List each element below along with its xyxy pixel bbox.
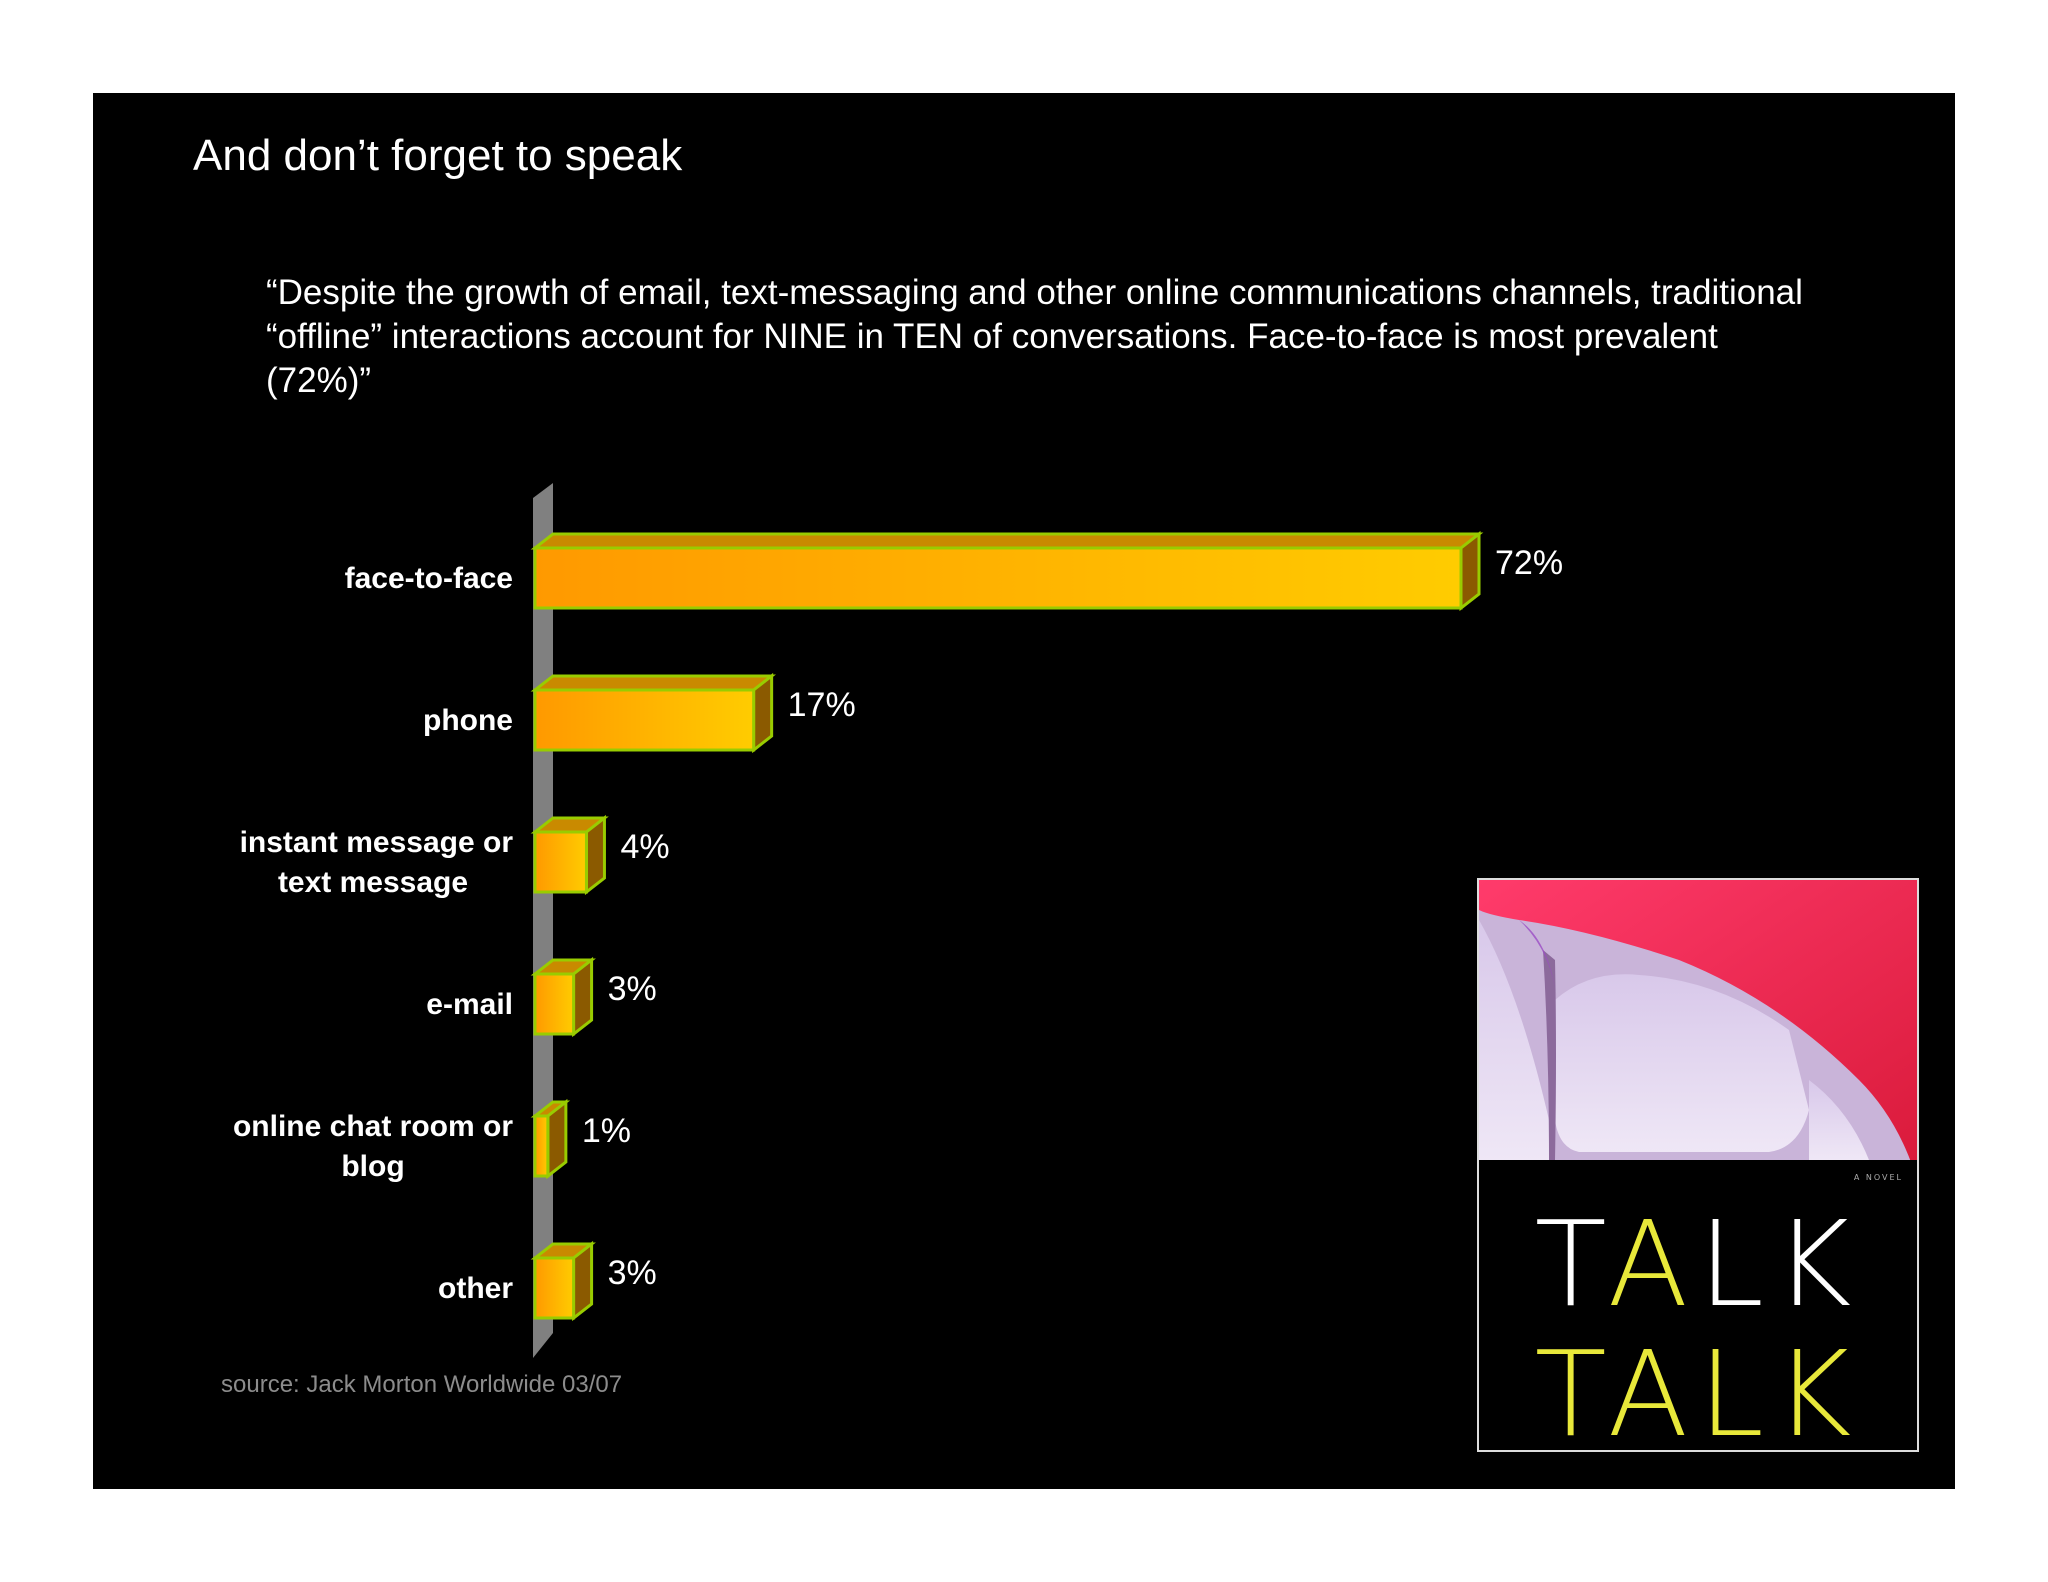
bar-group [530,1240,596,1322]
axis-wall [533,483,553,1358]
value-label: 3% [608,1254,657,1292]
bar-side [572,956,594,1038]
cover-letter: A [1607,1195,1699,1333]
category-label: e-mail [426,988,513,1021]
bar-chart: 72% face-to-face 17% phone 4% instant message… [233,483,1563,1358]
bar [533,688,756,752]
teeth-and-lips-picture [1479,880,1917,1450]
cover-title-line-1: TALK [1479,1205,1917,1323]
bar-group [530,672,777,754]
cover-title-line-2: TALK [1479,1335,1917,1450]
cover-caption: A NOVEL [1853,1173,1903,1182]
category-label: other [438,1272,513,1305]
source-note: source: Jack Morton Worldwide 03/07 [221,1371,623,1398]
bar-side [546,1098,568,1180]
cover-letter: T [1534,1195,1608,1333]
slide-title: And don’t forget to speak [193,131,683,180]
bar-side [572,1240,594,1322]
bar [533,830,588,894]
category-label: face-to-face [345,562,513,595]
cover-letter: A [1607,1325,1699,1452]
value-label: 3% [608,970,657,1008]
bar-group [530,1098,571,1180]
value-label: 17% [788,686,856,724]
bar-top [530,674,777,692]
bar-side [1459,530,1481,612]
bar-group [530,530,1484,612]
category-label: phone [423,704,513,737]
bar-group [530,814,609,896]
bar [533,1256,576,1320]
book-cover-image: A NOVEL TALK TALK [1477,878,1919,1452]
bar-group [530,956,596,1038]
value-label: 1% [582,1112,631,1150]
value-label: 72% [1495,544,1563,582]
cover-letter: L [1698,1325,1774,1452]
category-label: instant message or text message [240,826,514,899]
category-label: online chat room or blog [233,1110,513,1183]
quote-text: “Despite the growth of email, text-messa… [266,273,1803,400]
bar-top [530,532,1484,550]
bar [533,972,576,1036]
cover-letter: T [1534,1325,1608,1452]
cover-letter: K [1774,1195,1862,1333]
cover-letter: K [1774,1325,1862,1452]
bar-side [752,672,774,754]
cover-letter: L [1698,1195,1774,1333]
bar [533,546,1463,610]
slide: And don’t forget to speak “Despite the g… [93,93,1955,1489]
bar-side [584,814,606,896]
value-label: 4% [620,828,669,866]
bar [533,1114,550,1178]
